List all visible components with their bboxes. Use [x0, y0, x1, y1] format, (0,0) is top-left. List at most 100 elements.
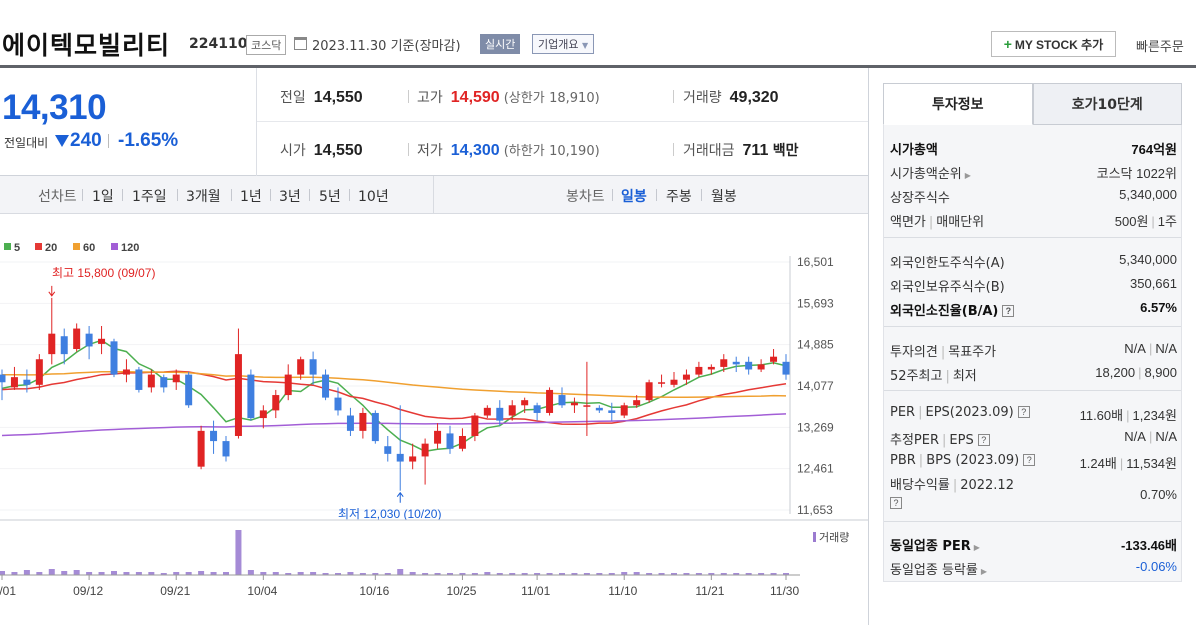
help-icon[interactable]: ?	[1023, 454, 1036, 466]
price-axis: 16,501 15,693 14,885 14,077 13,269 12,461 11,6…	[789, 255, 834, 517]
tab-weekly[interactable]: 주봉	[666, 189, 692, 205]
volume-bar	[422, 573, 429, 575]
info-row-market-cap-rank[interactable]: 시가총액순위 ▶ 코스닥 1022위	[890, 166, 1177, 182]
volume-bar	[198, 571, 205, 575]
candle-body	[160, 377, 168, 388]
help-icon[interactable]: ?	[1017, 406, 1030, 418]
tab-1d[interactable]: 1일	[92, 189, 114, 205]
divider	[884, 237, 1181, 238]
calendar-icon	[294, 37, 307, 50]
volume-legend-label: 거래량	[819, 531, 849, 544]
tab-3m[interactable]: 3개월	[186, 189, 221, 205]
candlestick-chart[interactable]: 5 20 60 120 16,501 15,693 14,885 14,077 13,269 1…	[0, 215, 869, 625]
help-icon[interactable]: ?	[890, 497, 902, 509]
candle-body	[185, 374, 193, 406]
volume-bar	[658, 573, 665, 575]
info-row-est-per: 추정PER | EPS? N/A | N/A	[890, 429, 1177, 448]
y-tick-label: 11,653	[797, 503, 833, 517]
candle-body	[35, 359, 43, 385]
divider	[82, 189, 83, 201]
quick-order-link[interactable]: 빠른주문	[1136, 40, 1184, 55]
legend-swatch	[4, 243, 11, 250]
legend-swatch	[73, 243, 80, 250]
volume-bar	[571, 573, 578, 575]
ma-line-120	[1, 413, 787, 437]
moving-averages	[1, 339, 787, 453]
tab-10y[interactable]: 10년	[358, 189, 389, 205]
low-price: 저가 14,300 (하한가 10,190)	[417, 142, 600, 159]
prev-close: 전일 14,550	[280, 89, 363, 106]
volume-bar	[646, 573, 653, 575]
help-icon[interactable]: ?	[1002, 305, 1015, 317]
volume-bar	[61, 571, 68, 575]
divider	[257, 121, 869, 122]
tab-3y[interactable]: 3년	[279, 189, 301, 205]
header-divider	[0, 65, 1196, 68]
help-icon[interactable]: ?	[977, 434, 990, 446]
candle-body	[757, 364, 765, 370]
info-row-sector-per[interactable]: 동일업종 PER ▶ -133.46배	[890, 538, 1177, 554]
divider	[884, 326, 1181, 327]
volume-bar	[633, 572, 640, 575]
volume-bar	[347, 572, 354, 575]
candle-body	[682, 374, 690, 380]
candle-body	[471, 415, 479, 436]
info-row-sector-rate[interactable]: 동일업종 등락률 ▶ -0.06%	[890, 559, 1177, 578]
chart-tab-bar: 선차트 1일 1주일 3개월 1년 3년 5년 10년 봉차트 일봉 주봉 월봉	[0, 176, 869, 214]
volume-bar	[534, 573, 541, 575]
tab-monthly[interactable]: 월봉	[711, 189, 737, 205]
candle-body	[309, 359, 317, 375]
candle-body	[558, 395, 566, 406]
line-chart-label: 선차트	[38, 189, 77, 205]
candle-body	[745, 361, 753, 370]
y-tick-label: 12,461	[797, 462, 834, 476]
volume-bar	[111, 571, 117, 575]
candle-body	[135, 369, 143, 390]
candle-body	[546, 389, 554, 413]
candle-body	[508, 405, 516, 416]
divider	[309, 189, 310, 201]
volume-bar	[608, 573, 615, 575]
info-row-per: PER | EPS(2023.09)? 11.60배 | 1,234원	[890, 405, 1177, 423]
candle-body	[483, 407, 491, 416]
candle-body	[322, 374, 330, 398]
x-tick-label: 11/10	[608, 584, 637, 598]
date-axis: 09/01 09/12 09/21 10/04 10/16 10/25 11/01 11/10…	[0, 575, 799, 598]
tab-investment-info[interactable]: 투자정보	[883, 83, 1033, 125]
candle-body	[48, 333, 56, 355]
add-my-stock-button[interactable]: + MY STOCK 추가	[991, 31, 1116, 57]
legend-label: 60	[83, 242, 95, 254]
ma-line-60	[1, 370, 787, 398]
candle-body	[259, 410, 267, 419]
volume-bar	[758, 573, 765, 575]
volume-bar	[322, 573, 329, 575]
candle-body	[98, 338, 106, 344]
info-row-foreign-hold: 외국인보유주식수(B) 350,661	[890, 276, 1177, 295]
x-tick-label: 11/01	[521, 584, 550, 598]
realtime-button[interactable]: 실시간	[480, 34, 521, 54]
candle-body	[770, 356, 778, 362]
candle-body	[496, 407, 504, 421]
tab-5y[interactable]: 5년	[319, 189, 341, 205]
volume-bar	[397, 569, 404, 575]
tab-order-book[interactable]: 호가10단계	[1032, 83, 1182, 125]
volume-bar	[48, 569, 55, 575]
volume-bar	[745, 573, 752, 575]
tab-1y[interactable]: 1년	[240, 189, 262, 205]
volume-bar	[671, 573, 677, 575]
candle-body	[608, 410, 616, 413]
info-row-foreign-ratio: 외국인소진율(B/A)? 6.57%	[890, 300, 1177, 319]
divider	[612, 189, 613, 201]
legend-swatch	[35, 243, 42, 250]
company-info-dropdown[interactable]: 기업개요 ▼	[532, 34, 595, 54]
legend-label: 20	[45, 242, 57, 254]
candle-body	[720, 359, 728, 367]
change-value: 240	[70, 130, 102, 151]
volume-bar	[272, 572, 279, 575]
tab-1w[interactable]: 1주일	[132, 189, 167, 205]
volume-bar	[783, 573, 789, 575]
info-row-52w: 52주최고 | 최저 18,200 | 8,900	[890, 365, 1177, 384]
tab-daily[interactable]: 일봉	[621, 189, 647, 205]
volume-bar	[372, 573, 379, 575]
volume-bar	[123, 572, 130, 575]
